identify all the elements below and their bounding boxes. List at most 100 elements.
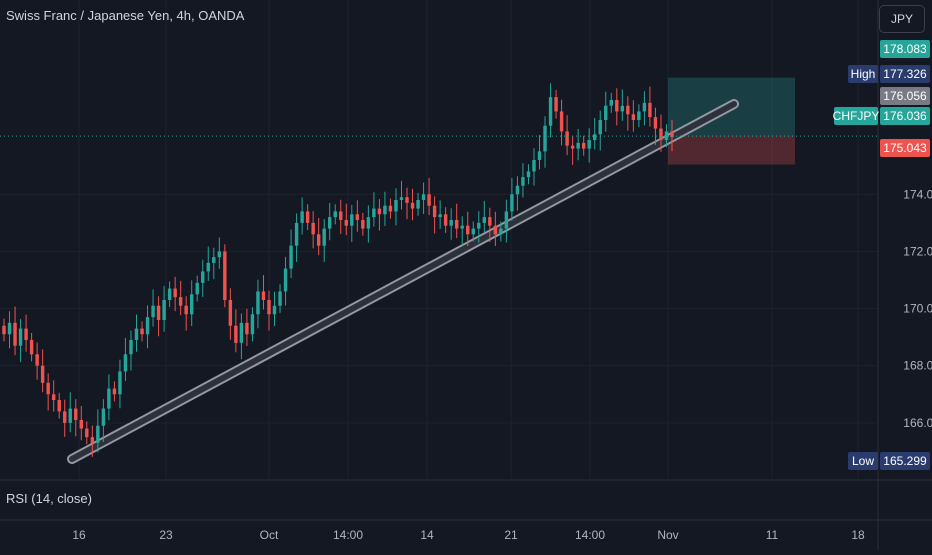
time-tick-label: 23 [159,528,173,542]
candle [366,205,371,243]
candle [112,381,117,402]
candle-body [405,197,409,203]
candle-body [217,251,222,258]
rsi-indicator-label[interactable]: RSI (14, close) [6,491,92,506]
symbol-label-tag-text: CHFJPY [833,109,880,123]
candle [74,399,78,437]
candle-body [333,211,337,218]
candle-body [74,408,78,420]
candle [217,237,222,269]
candle-body [79,420,84,429]
candle [250,307,255,342]
time-tick-label: 21 [504,528,518,542]
candle [438,200,442,229]
position-tool[interactable] [668,77,795,165]
high-label-tag: High [848,65,878,83]
candle-body [477,222,481,229]
candle-body [40,365,45,383]
candle-body [598,120,602,135]
candle-body [305,211,310,223]
time-tick-label: Oct [260,528,279,542]
candle [554,90,558,119]
candle-body [344,220,348,226]
candle-body [151,305,155,318]
candle [283,256,288,306]
candle-body [438,214,442,218]
candle [659,114,663,152]
candle [620,89,625,121]
candle-body [537,151,542,160]
candle [40,349,45,393]
candle [653,107,658,145]
candle-body [394,200,398,212]
candle [626,96,630,131]
candle [245,308,249,346]
entry-price-tag: 176.056 [880,87,930,105]
candle-body [322,228,326,246]
candle [383,191,387,226]
candle [432,196,437,234]
candle [151,289,155,327]
candle-body [659,128,663,140]
candle [13,306,17,356]
currency-button[interactable]: JPY [879,5,925,33]
candle [405,187,409,220]
candle [29,332,34,362]
symbol-label-tag: CHFJPY [833,107,880,125]
candle [162,286,166,332]
candle-body [316,234,321,246]
loss-zone [668,135,795,165]
candle [548,83,553,138]
candle [212,247,216,280]
candle-body [18,328,23,346]
candle [156,296,161,337]
candle-body [212,257,216,263]
candle-body [642,102,647,112]
candle [615,88,619,126]
entry-price-tag-value: 176.056 [883,89,927,103]
candle [388,198,393,219]
candle [206,246,210,281]
trendline[interactable] [67,99,739,464]
candle-body [300,211,304,223]
candle-body [609,100,613,106]
candle-body [615,100,619,112]
candle-body [366,217,371,229]
candle [123,338,128,381]
high-label-tag-bg [848,65,878,83]
candle-body [283,268,288,292]
candle-body [129,340,133,355]
candle-body [96,425,100,443]
candle-body [664,131,669,140]
candle-body [173,288,177,298]
candle [466,211,470,246]
candle [90,425,95,457]
low-label-tag-text: Low [852,454,874,468]
candle-body [554,97,558,112]
candle-body [499,228,503,235]
candle-body [2,325,6,335]
candle-body [576,142,580,149]
candle-body [543,125,547,152]
candle-body [581,142,586,149]
candle-body [482,217,487,223]
candle [201,259,205,297]
candle-body [228,300,233,326]
candle [510,178,514,221]
candle-body [521,177,525,186]
candle [477,211,481,243]
candle-body [488,217,492,226]
price-tick-label: 170.000 [903,302,932,316]
candle-body [565,131,569,146]
stop-price-tag: 175.043 [880,139,930,157]
candle [328,203,332,241]
candle [184,296,188,331]
candle-body [68,408,72,423]
candle-body [631,114,636,120]
candle [454,203,459,238]
low-label-tag-bg [848,452,878,470]
candle [537,135,542,170]
